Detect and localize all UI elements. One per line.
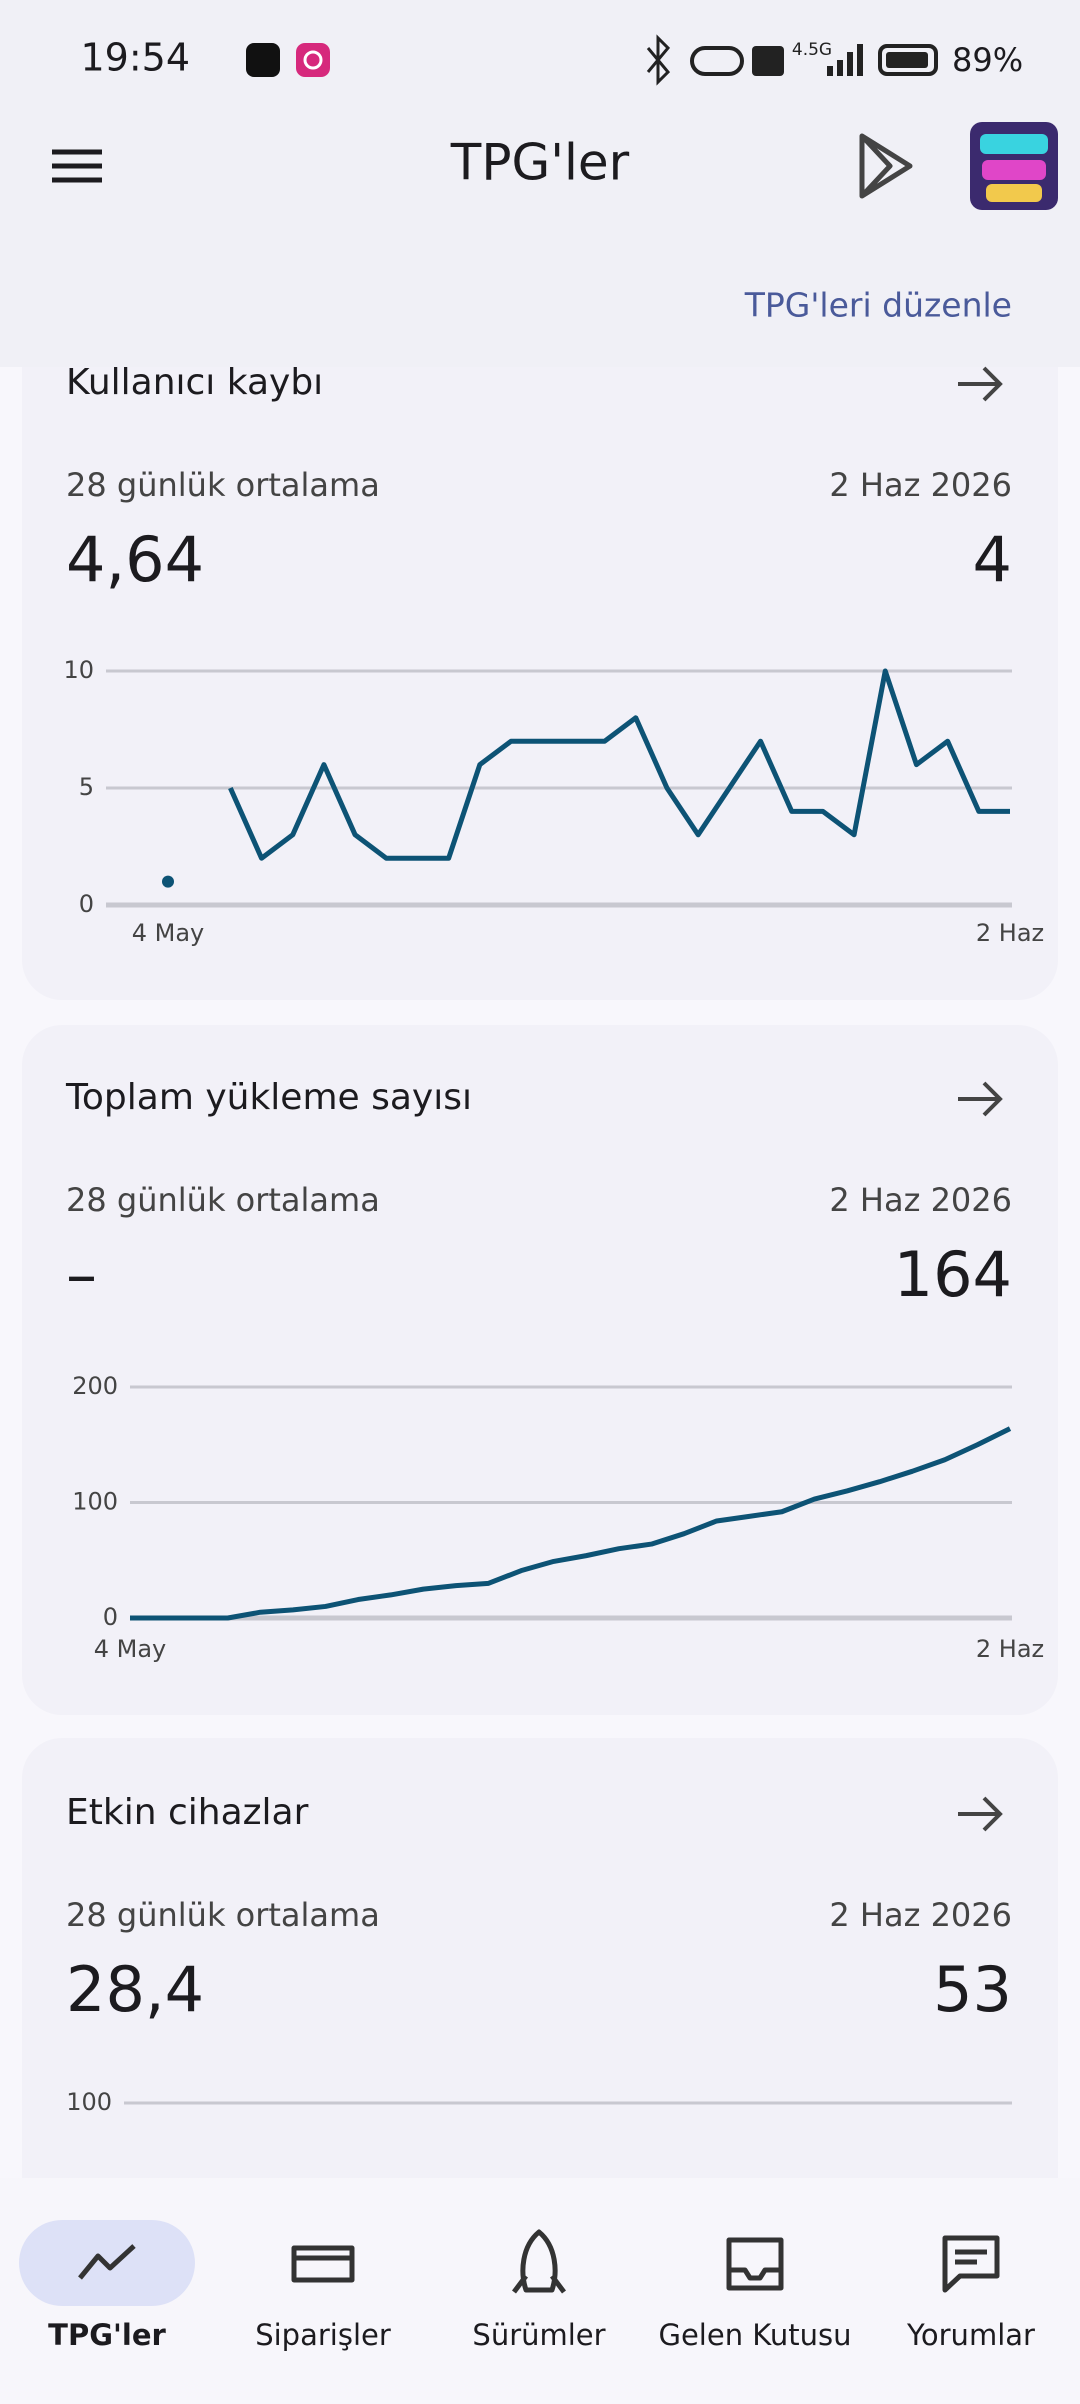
clock: 19:54 — [80, 36, 190, 80]
volte-icon — [752, 46, 784, 76]
y-tick-label: 100 — [66, 2088, 112, 2116]
avg-value: – — [66, 1238, 97, 1311]
notification-icon — [246, 43, 280, 77]
open-arrow[interactable] — [958, 1796, 1003, 1832]
avatar-art — [982, 160, 1046, 180]
card-contents: Kullanıcı kaybı 28 günlük ortalama 2 Haz 2… — [63, 362, 1044, 2116]
battery-icon — [878, 44, 938, 76]
network-type: 4.5G — [792, 40, 832, 60]
edit-kpis-link[interactable]: TPG'leri düzenle — [744, 286, 1012, 325]
card-title[interactable]: Toplam yükleme sayısı — [65, 1077, 472, 1118]
card — [22, 300, 1058, 1000]
data-line — [130, 1426, 1012, 1621]
x-tick-label: 2 Haz — [976, 1635, 1044, 1663]
battery-level — [886, 52, 928, 68]
nav-label[interactable]: Yorumlar — [906, 2318, 1035, 2352]
bluetooth-icon — [646, 34, 671, 86]
avatar-art — [986, 184, 1042, 202]
y-tick-label: 200 — [72, 1372, 118, 1400]
avg-value: 28,4 — [66, 1953, 204, 2026]
nav-label[interactable]: Siparişler — [255, 2318, 391, 2352]
nav-icon[interactable] — [78, 2244, 136, 2280]
nav-icon[interactable] — [512, 2229, 566, 2294]
x-tick-label: 4 May — [94, 1635, 167, 1663]
nav-icon[interactable] — [291, 2245, 355, 2283]
date-value: 53 — [933, 1953, 1012, 2026]
date-value: 164 — [894, 1238, 1012, 1311]
instagram-icon — [296, 43, 330, 77]
y-tick-label: 5 — [79, 773, 94, 801]
data-point — [162, 875, 174, 888]
avatar-art — [980, 134, 1048, 154]
avg-label: 28 günlük ortalama — [66, 1181, 380, 1219]
card-title[interactable]: Kullanıcı kaybı — [66, 362, 323, 403]
card — [22, 1025, 1058, 1715]
nav-label[interactable]: TPG'ler — [48, 2318, 166, 2352]
nav-icon[interactable] — [942, 2235, 1000, 2293]
open-arrow[interactable] — [958, 366, 1003, 402]
signal-icon — [827, 44, 863, 76]
avg-label: 28 günlük ortalama — [66, 1896, 380, 1934]
avg-value: 4,64 — [66, 523, 204, 596]
card-title[interactable]: Etkin cihazlar — [66, 1792, 309, 1833]
page-title: TPG'ler — [450, 134, 630, 192]
avg-label: 28 günlük ortalama — [66, 466, 380, 504]
nav-label[interactable]: Sürümler — [472, 2318, 605, 2352]
link-icon — [690, 46, 744, 76]
date-label: 2 Haz 2026 — [829, 1181, 1012, 1219]
play-console-button[interactable] — [859, 133, 913, 199]
battery-percent: 89% — [952, 41, 1023, 79]
nav-icon[interactable] — [726, 2237, 784, 2291]
nav-label[interactable]: Gelen Kutusu — [658, 2318, 851, 2352]
data-line — [228, 668, 1010, 861]
card — [22, 1738, 1058, 2238]
menu-button[interactable] — [52, 149, 102, 183]
y-tick-label: 0 — [103, 1603, 118, 1631]
y-tick-label: 0 — [79, 890, 94, 918]
open-arrow[interactable] — [958, 1081, 1003, 1117]
date-label: 2 Haz 2026 — [829, 1896, 1012, 1934]
x-tick-label: 2 Haz — [976, 919, 1044, 947]
nav-items: TPG'ler Siparişler Sürümler Gelen Kutusu Yor… — [19, 2220, 1035, 2352]
date-value: 4 — [973, 523, 1012, 596]
instagram-glyph — [303, 50, 323, 70]
y-tick-label: 10 — [63, 656, 94, 684]
y-tick-label: 100 — [72, 1488, 118, 1516]
date-label: 2 Haz 2026 — [829, 466, 1012, 504]
x-tick-label: 4 May — [132, 919, 205, 947]
